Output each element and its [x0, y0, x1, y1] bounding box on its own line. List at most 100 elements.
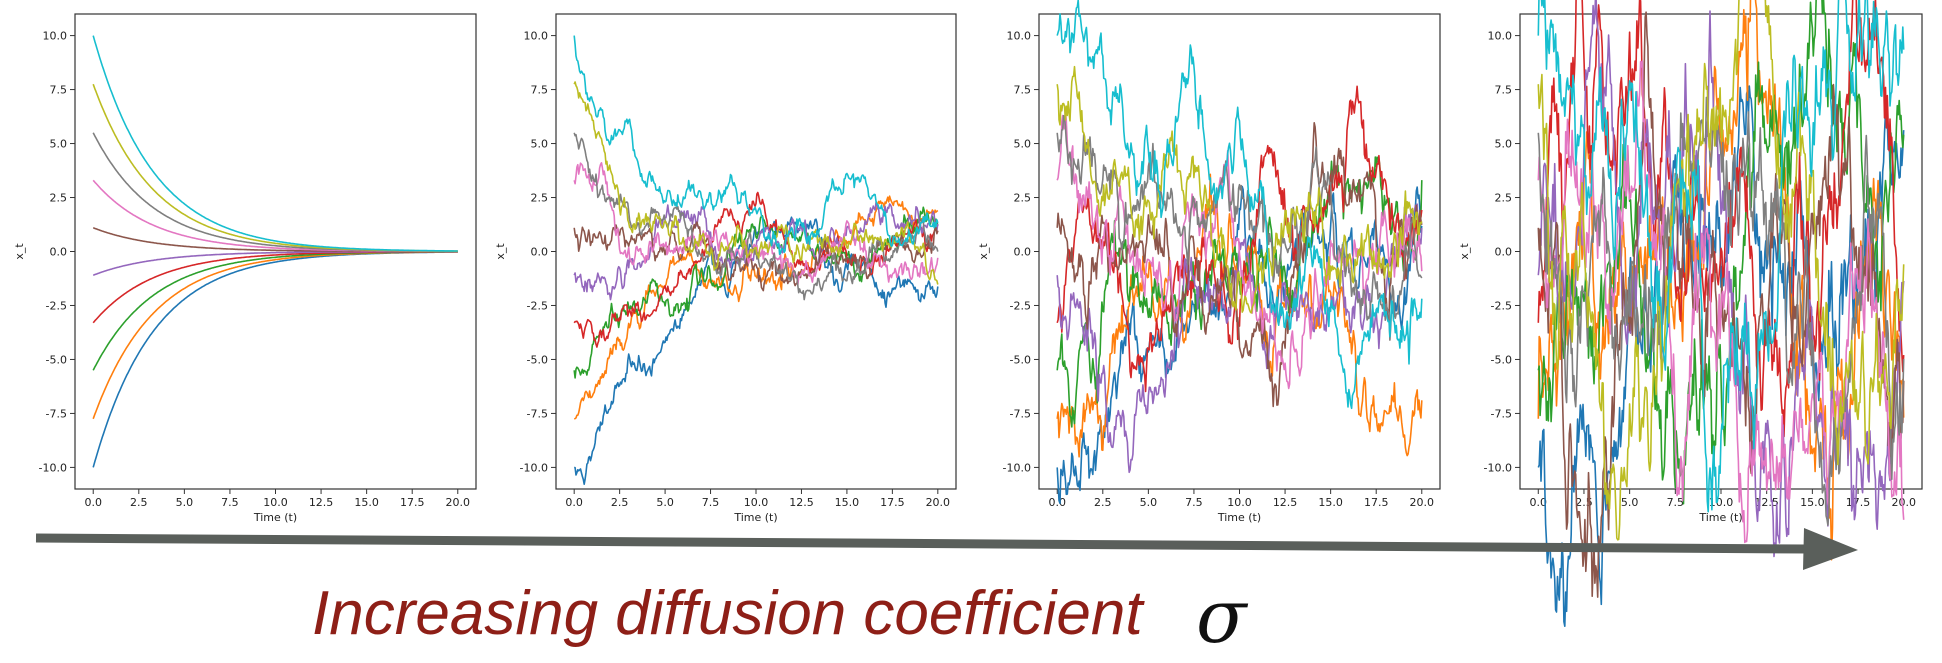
x-tick-label: 12.5	[789, 496, 814, 509]
series-line-4	[573, 191, 939, 348]
series-line-6	[1056, 122, 1423, 408]
series-line-4	[1056, 85, 1423, 393]
x-tick-label: 10.0	[1227, 496, 1252, 509]
y-axis-label: x_t	[494, 243, 507, 260]
series-line-3	[573, 206, 939, 379]
y-tick-label: 0.0	[50, 246, 68, 259]
x-tick-label: 15.0	[835, 496, 860, 509]
y-tick-label: -5.0	[1491, 353, 1512, 366]
x-tick-label: 7.5	[221, 496, 239, 509]
x-tick-label: 15.0	[1800, 496, 1825, 509]
y-tick-label: 10.0	[1007, 30, 1032, 43]
x-tick-label: 10.0	[1709, 496, 1734, 509]
x-tick-label: 7.5	[1667, 496, 1685, 509]
x-tick-label: 15.0	[354, 496, 379, 509]
caption-text: Increasing diffusion coefficient	[312, 579, 1143, 648]
series-line-9	[1537, 0, 1905, 541]
x-tick-label: 20.0	[926, 496, 951, 509]
series-line-9	[1056, 65, 1423, 314]
x-tick-label: 2.5	[611, 496, 629, 509]
y-tick-label: -7.5	[527, 407, 548, 420]
x-axis-label: Time (t)	[1698, 511, 1742, 524]
y-tick-label: 2.5	[50, 192, 68, 205]
y-tick-label: 2.5	[1495, 192, 1513, 205]
y-tick-label: 5.0	[1014, 138, 1032, 151]
chart-2: 0.0 2.5 5.0 7.5 10.0 12.5 15.0 17.5 20.0 10.0 7.5 5…	[494, 13, 957, 524]
chart-3: 0.0 2.5 5.0 7.5 10.0 12.5 15.0 17.5 20.0 10.0 7.5 5…	[977, 0, 1441, 524]
x-tick-label: 5.0	[656, 496, 674, 509]
series-line-10	[1056, 0, 1423, 410]
x-tick-label: 2.5	[130, 496, 148, 509]
y-tick-label: -5.0	[1010, 353, 1031, 366]
x-tick-label: 10.0	[263, 496, 288, 509]
direction-arrow-shaft	[35, 533, 1809, 554]
x-tick-label: 17.5	[1364, 496, 1389, 509]
x-tick-label: 0.0	[1530, 496, 1548, 509]
y-tick-label: -5.0	[46, 353, 67, 366]
x-tick-label: 5.0	[1140, 496, 1158, 509]
direction-arrow-head	[1803, 528, 1858, 570]
sigma-symbol: σ	[1196, 574, 1247, 660]
x-tick-label: 5.0	[176, 496, 194, 509]
x-tick-label: 12.5	[309, 496, 334, 509]
x-tick-label: 15.0	[1318, 496, 1343, 509]
y-axis-label: x_t	[13, 243, 26, 260]
y-tick-label: 2.5	[1014, 192, 1032, 205]
x-axis-label: Time (t)	[733, 511, 777, 524]
x-tick-label: 12.5	[1273, 496, 1298, 509]
y-tick-label: 0.0	[1014, 246, 1032, 259]
y-tick-label: 7.5	[1014, 84, 1032, 97]
x-tick-label: 5.0	[1621, 496, 1639, 509]
chart-4: 0.0 2.5 5.0 7.5 10.0 12.5 15.0 17.5 20.010.07.55…	[1458, 0, 1923, 627]
y-tick-label: 0.0	[1495, 246, 1513, 259]
y-tick-label: 5.0	[1495, 138, 1513, 151]
y-tick-label: -10.0	[1003, 461, 1031, 474]
x-axis-label: Time (t)	[1217, 511, 1261, 524]
chart-1: 0.0 2.5 5.0 7.5 10.0 12.5 15.0 17.5 20.0 10.0 7.5 5…	[13, 13, 477, 524]
x-tick-label: 0.0	[1048, 496, 1066, 509]
y-tick-label: -2.5	[527, 299, 548, 312]
x-tick-label: 0.0	[84, 496, 102, 509]
y-tick-label: 5.0	[531, 138, 549, 151]
y-tick-label: -5.0	[527, 353, 548, 366]
y-tick-label: -10.0	[39, 461, 67, 474]
y-tick-label: -2.5	[1491, 299, 1512, 312]
x-tick-label: 7.5	[702, 496, 720, 509]
y-tick-label: 7.5	[531, 84, 549, 97]
x-tick-label: 10.0	[744, 496, 769, 509]
y-axis-label: x_t	[1458, 243, 1471, 260]
y-tick-label: -7.5	[1491, 407, 1512, 420]
y-axis-label: x_t	[977, 243, 990, 260]
x-tick-label: 17.5	[1846, 496, 1871, 509]
x-tick-label: 17.5	[400, 496, 425, 509]
x-axis-label: Time (t)	[253, 511, 297, 524]
series-line-8	[1056, 114, 1423, 341]
series-line-9	[573, 81, 939, 285]
x-tick-label: 20.0	[446, 496, 471, 509]
y-tick-label: 5.0	[50, 138, 68, 151]
y-tick-label: -7.5	[46, 407, 67, 420]
y-tick-label: 10.0	[524, 30, 549, 43]
series-line-10	[1537, 0, 1905, 513]
x-tick-label: 0.0	[565, 496, 583, 509]
y-tick-label: 10.0	[43, 30, 68, 43]
x-tick-label: 7.5	[1185, 496, 1203, 509]
y-tick-label: 0.0	[531, 246, 549, 259]
x-tick-label: 20.0	[1891, 496, 1916, 509]
y-tick-label: -10.0	[520, 461, 548, 474]
series-line-4	[1537, 0, 1905, 438]
y-tick-label: 2.5	[531, 192, 549, 205]
y-tick-label: -2.5	[1010, 299, 1031, 312]
x-tick-label: 17.5	[880, 496, 905, 509]
y-tick-label: 7.5	[1495, 84, 1513, 97]
y-tick-label: -7.5	[1010, 407, 1031, 420]
y-tick-label: -2.5	[46, 299, 67, 312]
x-tick-label: 20.0	[1410, 496, 1435, 509]
y-tick-label: 7.5	[50, 84, 68, 97]
y-tick-label: 10.0	[1488, 30, 1513, 43]
y-tick-label: -10.0	[1484, 461, 1512, 474]
series-line-10	[92, 35, 458, 252]
series-line-10	[573, 35, 939, 256]
